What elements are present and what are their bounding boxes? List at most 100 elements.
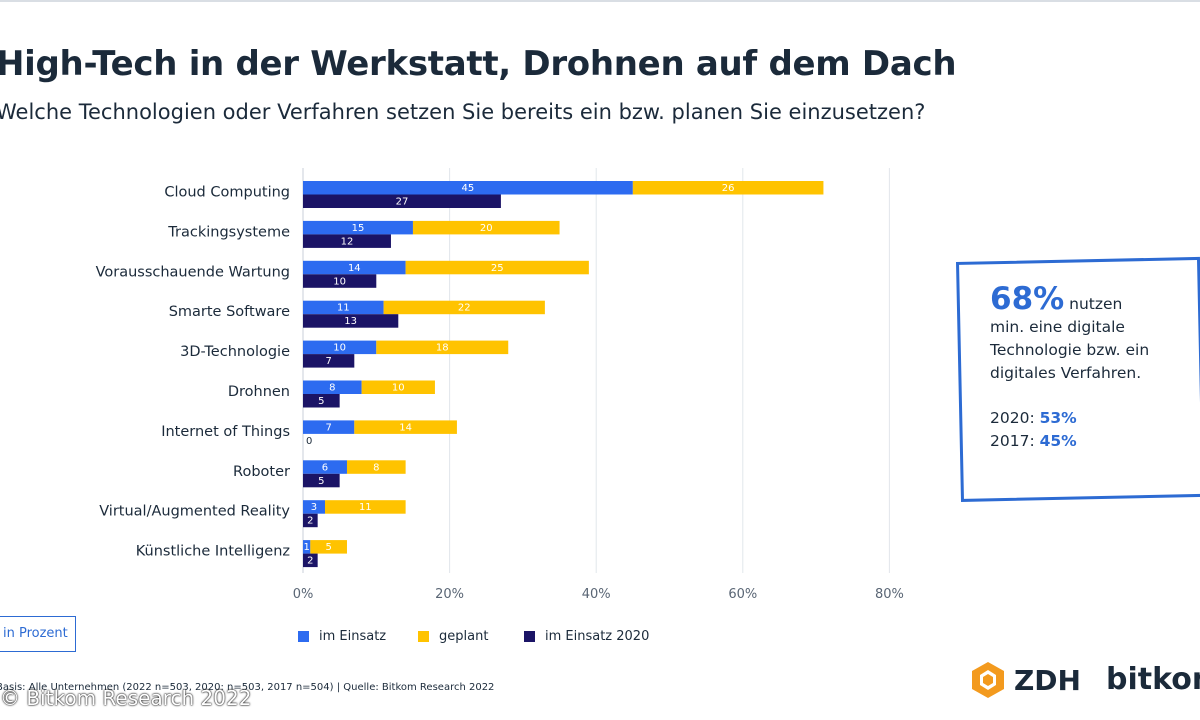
data-label-im-einsatz: 7 [325,422,331,433]
data-label-im-einsatz-2020: 0 [306,436,312,447]
bar-geplant [412,220,560,235]
bar-im-einsatz [303,500,325,514]
category-label: Roboter [233,464,290,480]
x-tick-label: 60% [728,587,757,602]
data-label-geplant: 10 [392,383,405,394]
data-label-im-einsatz-2020: 10 [333,276,346,287]
bitkom-logo: bitkom [1106,662,1200,697]
bar-geplant [354,420,457,434]
category-label: Vorausschauende Wartung [96,264,290,280]
data-label-im-einsatz: 3 [311,502,317,513]
bar-im-einsatz-2020 [303,513,318,528]
bar-geplant [361,380,435,394]
info-text-after: nutzen [1064,295,1123,313]
bar-im-einsatz [303,340,377,355]
data-label-im-einsatz-2020: 5 [318,396,324,407]
source-note: Basis: Alle Unternehmen (2022 n=503, 202… [0,682,495,693]
bar-im-einsatz [303,181,633,195]
legend-swatch [298,630,309,642]
bar-im-einsatz-2020 [303,314,399,328]
data-label-im-einsatz-2020: 7 [325,356,331,367]
x-tick-label: 0% [293,587,314,602]
zdh-logo-icon [972,662,1004,698]
bar-im-einsatz [303,380,362,394]
bar-geplant [310,540,347,554]
legend-item-im-einsatz: im Einsatz [298,626,386,646]
category-label: Künstliche Intelligenz [136,544,290,560]
data-label-im-einsatz: 8 [329,383,335,394]
category-label: Internet of Things [161,424,290,440]
bar-im-einsatz [303,220,413,235]
bar-geplant [632,181,824,195]
category-label: Cloud Computing [164,185,290,201]
bar-geplant [405,260,589,275]
bar-im-einsatz-2020 [303,274,377,288]
info-text: 68% nutzen min. eine digitale Technologi… [990,284,1190,453]
chart-subtitle: Welche Technologien oder Verfahren setze… [0,100,926,124]
data-label-im-einsatz-2020: 13 [344,316,357,327]
data-label-im-einsatz: 14 [348,263,361,274]
data-label-geplant: 8 [373,462,379,473]
bar-geplant [376,340,509,355]
category-label: Trackingsysteme [167,224,290,240]
bar-im-einsatz [303,260,406,275]
data-label-im-einsatz: 6 [322,462,328,473]
info-text-rest: min. eine digitale Technologie bzw. ein … [990,318,1150,382]
bar-geplant [324,500,406,514]
bar-im-einsatz-2020 [303,473,340,488]
data-label-im-einsatz: 45 [462,183,475,194]
info-2017-label: 2017: [990,432,1040,450]
x-tick-label: 20% [435,587,464,602]
data-label-im-einsatz-2020: 5 [318,476,324,487]
data-label-im-einsatz-2020: 2 [307,516,313,527]
bar-im-einsatz-2020 [303,234,391,248]
category-label: Virtual/Augmented Reality [99,504,290,520]
legend-label: geplant [439,628,489,644]
bar-im-einsatz [303,460,347,474]
data-label-im-einsatz: 1 [303,542,309,553]
data-label-geplant: 22 [458,303,471,314]
bar-im-einsatz [303,300,384,315]
legend-label: im Einsatz [319,628,387,644]
zdh-logo: ZDH [968,660,1081,700]
bar-geplant [383,300,545,315]
legend-label: im Einsatz 2020 [545,628,650,644]
info-2020-value: 53% [1039,409,1077,427]
top-divider [0,0,1200,2]
data-label-geplant: 14 [399,422,412,433]
legend-item-geplant: geplant [418,626,488,646]
data-label-im-einsatz-2020: 2 [307,556,313,567]
legend-item-im-einsatz-2020: im Einsatz 2020 [524,626,649,646]
data-label-im-einsatz-2020: 27 [396,197,409,208]
info-2017-value: 45% [1039,432,1077,450]
data-label-geplant: 26 [722,183,735,194]
info-2020-label: 2020: [990,409,1040,427]
bar-im-einsatz [303,540,311,554]
data-label-geplant: 20 [480,223,493,234]
bar-im-einsatz-2020 [303,354,355,368]
bar-im-einsatz-2020 [303,553,318,568]
data-label-geplant: 25 [491,263,504,274]
category-label: Drohnen [228,384,290,400]
x-tick-label: 40% [582,587,611,602]
data-label-im-einsatz: 11 [337,303,350,314]
info-big-value: 68% [990,281,1065,317]
data-label-im-einsatz: 10 [333,343,346,354]
bar-im-einsatz [303,420,355,434]
legend-swatch [524,630,535,642]
category-label: 3D-Technologie [180,344,290,360]
bar-im-einsatz-2020 [303,194,501,208]
bar-geplant [346,460,406,474]
chart-title: High-Tech in der Werkstatt, Drohnen auf … [0,44,957,84]
unit-label: in Prozent [0,616,76,652]
data-label-geplant: 5 [325,542,331,553]
data-label-geplant: 18 [436,343,449,354]
bar-im-einsatz-2020 [303,394,340,408]
zdh-logo-text: ZDH [1014,663,1081,697]
data-label-im-einsatz-2020: 12 [341,236,354,247]
copyright-watermark: © Bitkom Research 2022 [0,686,252,710]
data-label-im-einsatz: 15 [352,223,365,234]
category-label: Smarte Software [169,304,290,320]
legend-swatch [418,630,429,642]
